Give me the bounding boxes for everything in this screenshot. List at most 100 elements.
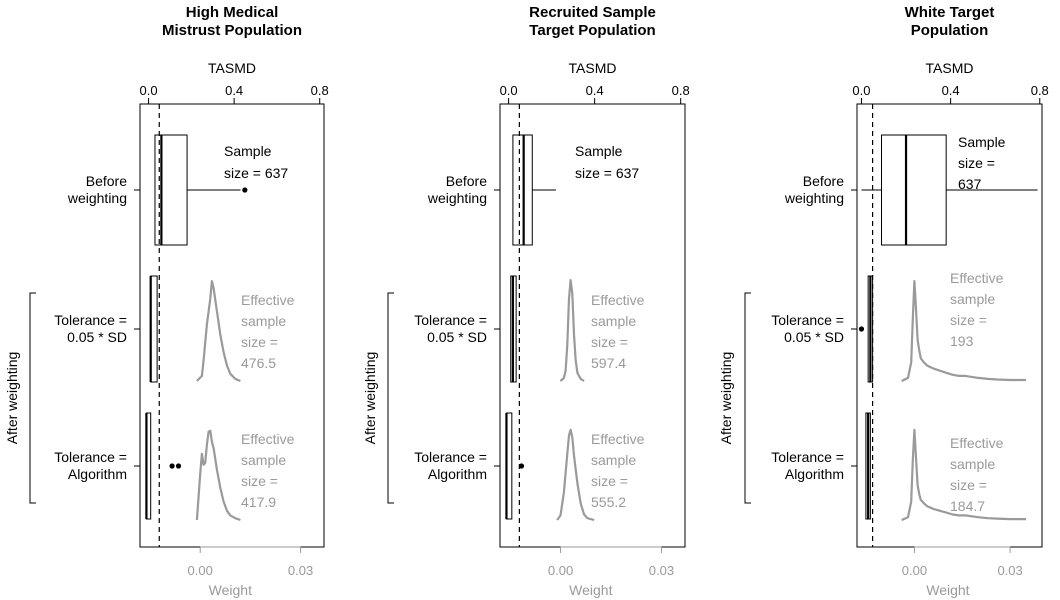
bottom-axis-tick-label: 0.03 <box>288 563 313 578</box>
iqr-box <box>881 134 947 246</box>
top-axis-tick-label: 0.4 <box>586 83 604 98</box>
row-label-line-2: 0.05 * SD <box>67 329 127 345</box>
top-axis-label: TASMD <box>569 60 617 76</box>
annotation-line: Effective <box>591 292 645 308</box>
annotation-line: Sample <box>958 134 1006 150</box>
outlier-point <box>169 463 175 469</box>
panel-title-line-1: Recruited Sample <box>529 4 656 21</box>
top-axis-tick-label: 0.0 <box>140 83 158 98</box>
bottom-axis-label: Weight <box>926 582 969 598</box>
top-axis-tick-label: 0.8 <box>311 83 329 98</box>
after-weighting-bracket <box>744 292 751 504</box>
row-label-line-2: weighting <box>67 190 127 206</box>
bottom-axis-tick-label: 0.03 <box>997 563 1022 578</box>
row-label-line-2: weighting <box>427 190 487 206</box>
annotation-line: sample <box>950 291 995 307</box>
row-label-line-2: Algorithm <box>785 466 844 482</box>
row-label-line-1: Tolerance = <box>771 312 844 328</box>
annotation-line: Effective <box>950 435 1004 451</box>
annotation-line: Sample <box>575 143 623 159</box>
bottom-axis-tick-label: 0.03 <box>649 563 674 578</box>
row-label-line-1: Before <box>446 173 487 189</box>
annotation-line: Effective <box>241 431 295 447</box>
row-label-line-1: Tolerance = <box>54 449 127 465</box>
row-3: Tolerance =Algorithm Effective sample size … <box>771 412 1027 522</box>
panel-title-line-1: High Medical <box>186 4 279 21</box>
annotation-line: size = 637 <box>575 165 639 181</box>
annotation-line: 184.7 <box>950 498 985 514</box>
weight-density-curve <box>901 428 1027 522</box>
top-axis-tick-label: 0.4 <box>225 83 243 98</box>
annotation-line: size = <box>950 477 987 493</box>
weight-density-curve <box>559 279 585 382</box>
after-weighting-label: After weighting <box>362 352 378 445</box>
row-2: Tolerance =0.05 * SD Effective sample size … <box>771 270 1027 383</box>
annotation-line: size = <box>241 473 278 489</box>
row-3: Tolerance =Algorithm Effective sample size … <box>414 412 645 522</box>
top-axis-tick-label: 0.0 <box>500 83 518 98</box>
annotation-line: 555.2 <box>591 494 626 510</box>
after-weighting-label: After weighting <box>4 352 20 445</box>
panel-title-line-2: Mistrust Population <box>162 22 302 39</box>
row-label-line-1: Tolerance = <box>54 312 127 328</box>
row-label-line-2: 0.05 * SD <box>784 329 844 345</box>
row-label-line-2: Algorithm <box>428 466 487 482</box>
annotation-line: Effective <box>591 431 645 447</box>
annotation-line: size = <box>591 334 628 350</box>
annotation-line: sample <box>950 456 995 472</box>
annotation-line: Effective <box>241 292 295 308</box>
annotation-line: sample <box>591 452 636 468</box>
annotation-line: size = <box>950 312 987 328</box>
row-3: Tolerance =Algorithm Effective sample size … <box>54 412 295 522</box>
outlier-point <box>858 326 865 332</box>
panel-title-line-1: White Target <box>905 4 995 21</box>
panel-title-line-2: Population <box>911 22 989 39</box>
row-label-line-2: weighting <box>784 190 844 206</box>
annotation-line: size = 637 <box>224 165 288 181</box>
row-2: Tolerance =0.05 * SD Effective sample size … <box>54 275 295 383</box>
after-weighting-bracket <box>387 292 394 504</box>
outlier-point <box>175 463 182 469</box>
annotation-line: sample <box>241 452 286 468</box>
weight-density-curve <box>196 280 241 383</box>
row-label-line-1: Tolerance = <box>414 312 487 328</box>
row-label-line-1: Before <box>86 173 127 189</box>
annotation-line: sample <box>591 313 636 329</box>
annotation-line: 417.9 <box>241 494 276 510</box>
annotation-line: 637 <box>958 176 982 192</box>
after-weighting-label: After weighting <box>718 352 734 445</box>
bottom-axis-tick-label: 0.00 <box>902 563 927 578</box>
top-axis-tick-label: 0.4 <box>942 83 960 98</box>
after-weighting-bracket <box>29 292 36 504</box>
row-label-line-2: 0.05 * SD <box>427 329 487 345</box>
row-label-line-1: Tolerance = <box>414 449 487 465</box>
row-label-line-1: Before <box>803 173 844 189</box>
weight-density-curve <box>901 280 1027 382</box>
top-axis-tick-label: 0.8 <box>1031 83 1049 98</box>
row-label-line-2: Algorithm <box>68 466 127 482</box>
annotation-line: Sample <box>224 143 272 159</box>
top-axis-label: TASMD <box>926 60 974 76</box>
top-axis-tick-label: 0.8 <box>672 83 690 98</box>
annotation-line: Effective <box>950 270 1004 286</box>
annotation-line: size = <box>241 334 278 350</box>
bottom-axis-label: Weight <box>209 582 252 598</box>
annotation-line: size = <box>591 473 628 489</box>
bottom-axis-label: Weight <box>569 582 612 598</box>
panel-title-line-2: Target Population <box>529 22 655 39</box>
top-axis-label: TASMD <box>208 60 256 76</box>
annotation-line: 597.4 <box>591 355 626 371</box>
top-axis-tick-label: 0.0 <box>852 83 870 98</box>
outlier-point <box>242 187 248 193</box>
annotation-line: sample <box>241 313 286 329</box>
annotation-line: 193 <box>950 333 974 349</box>
weight-density-curve <box>195 429 241 522</box>
